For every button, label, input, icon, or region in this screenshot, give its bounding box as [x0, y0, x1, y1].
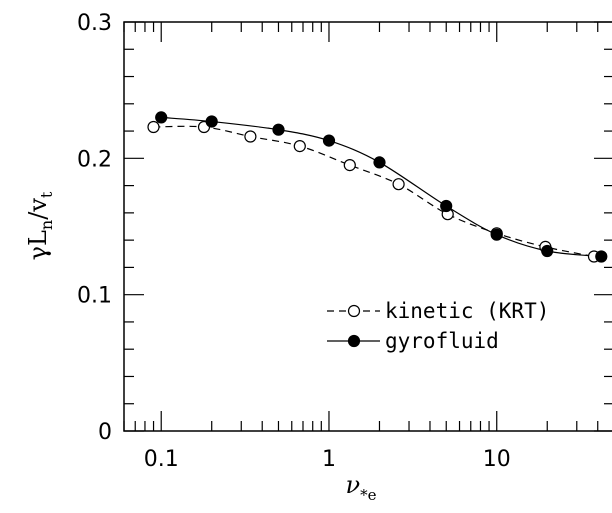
- kinetic-point: [392, 178, 405, 191]
- legend-kinetic-marker: [347, 304, 361, 318]
- y-label-base: γL: [24, 230, 52, 260]
- x-tick-label: 10: [483, 447, 511, 472]
- gyrofluid-point: [490, 228, 503, 241]
- gyrofluid-point: [440, 199, 453, 213]
- series-markers: [147, 111, 608, 263]
- kinetic-point: [343, 159, 356, 172]
- y-tick-label: 0: [98, 420, 112, 445]
- x-axis-label: ν*e: [346, 471, 377, 504]
- ticks: [123, 21, 612, 432]
- x-label-sub: *e: [360, 486, 377, 504]
- y-label-sub2: t: [37, 191, 56, 198]
- legend-gyrofluid-marker: [347, 334, 361, 348]
- y-axis-label: γLn/vt: [24, 191, 56, 260]
- plot-frame: [123, 21, 612, 432]
- tick-labels: 0.1 1 10 0 0.1 0.2 0.3: [77, 11, 511, 472]
- kinetic-point: [244, 130, 257, 143]
- gyrofluid-point: [595, 250, 608, 263]
- legend: kinetic (KRT) gyrofluid: [327, 299, 549, 353]
- gyrofluid-line: [161, 116, 602, 258]
- y-tick-label: 0.3: [77, 11, 112, 36]
- y-label-sub1: n: [37, 220, 56, 230]
- gyrofluid-point: [541, 244, 554, 258]
- legend-kinetic-label: kinetic (KRT): [385, 299, 549, 323]
- gyrofluid-point: [205, 115, 218, 128]
- x-tick-label: 1: [322, 447, 336, 472]
- kinetic-line: [153, 125, 595, 258]
- gyrofluid-point: [373, 156, 386, 169]
- x-label-base: ν: [346, 471, 361, 499]
- gyrofluid-point: [155, 111, 168, 124]
- gyrofluid-point: [272, 123, 285, 136]
- kinetic-point: [147, 120, 160, 134]
- series-lines: [153, 116, 602, 258]
- y-label-mid: /v: [24, 198, 52, 220]
- y-tick-label: 0.2: [77, 147, 112, 172]
- y-tick-label: 0.1: [77, 284, 112, 309]
- kinetic-point: [293, 140, 306, 153]
- legend-gyrofluid-label: gyrofluid: [385, 329, 499, 353]
- gyrofluid-point: [322, 134, 336, 147]
- x-tick-label: 0.1: [144, 447, 179, 472]
